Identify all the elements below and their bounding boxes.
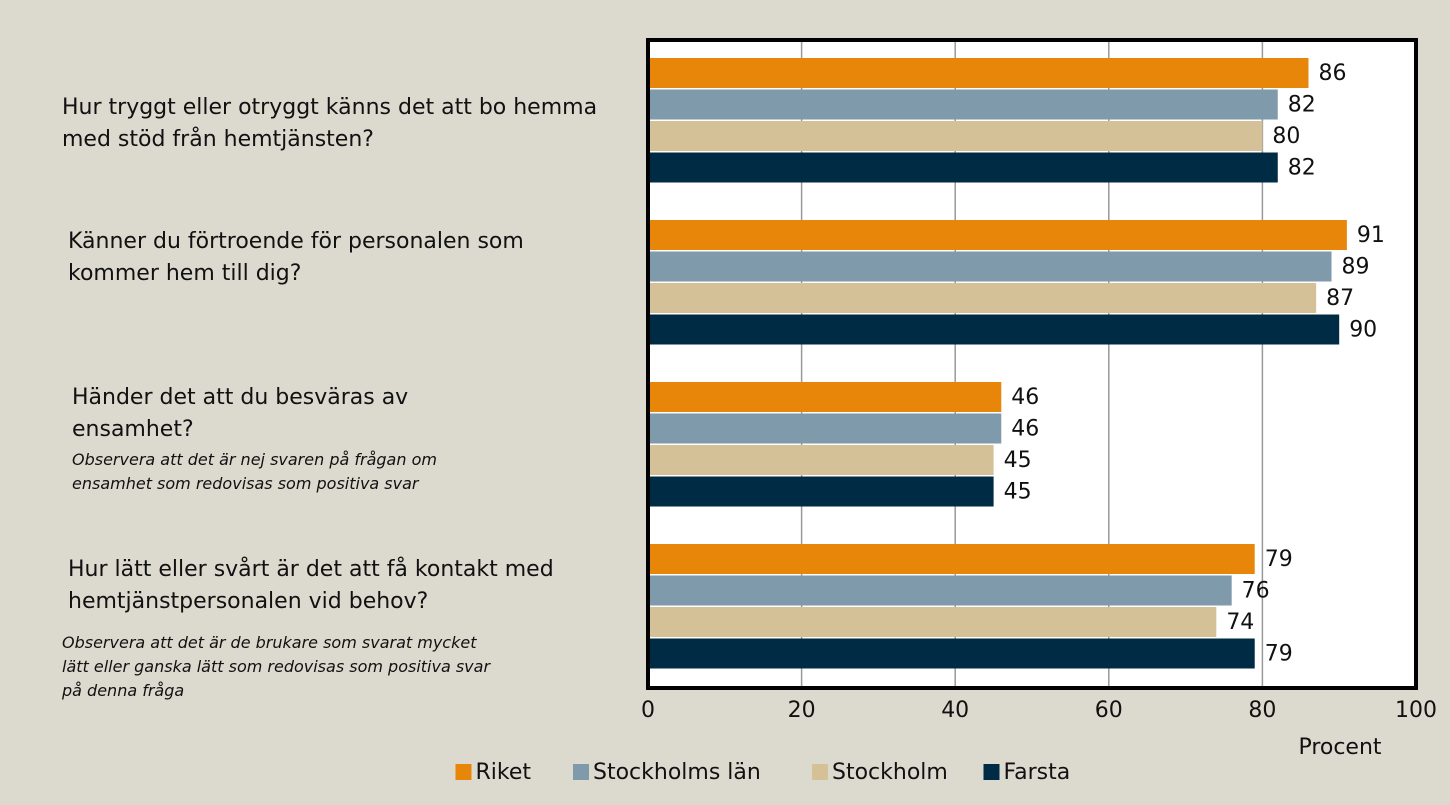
bar bbox=[648, 544, 1255, 574]
value-label: 74 bbox=[1226, 610, 1254, 635]
x-tick-label: 20 bbox=[788, 698, 816, 723]
legend-swatch bbox=[455, 764, 472, 780]
value-label: 79 bbox=[1265, 547, 1293, 572]
value-label: 86 bbox=[1318, 61, 1346, 86]
category-label: Hur tryggt eller otryggt känns det att b… bbox=[62, 95, 598, 152]
bar bbox=[648, 382, 1002, 412]
value-label: 89 bbox=[1342, 254, 1370, 279]
value-label: 90 bbox=[1349, 317, 1377, 342]
bar bbox=[648, 283, 1317, 313]
value-label: 79 bbox=[1265, 641, 1293, 666]
bar bbox=[648, 476, 994, 507]
x-tick-label: 80 bbox=[1248, 698, 1276, 723]
bar bbox=[648, 413, 1002, 444]
x-tick-label: 100 bbox=[1395, 698, 1437, 723]
annotation: på denna fråga bbox=[62, 681, 185, 700]
bar bbox=[648, 251, 1332, 282]
value-label: 46 bbox=[1011, 385, 1039, 410]
value-label: 76 bbox=[1242, 578, 1270, 603]
bar bbox=[648, 121, 1263, 151]
category-label: Händer det att du besväras av ensamhet? bbox=[72, 385, 409, 442]
legend-label: Farsta bbox=[1004, 760, 1071, 785]
bar bbox=[648, 638, 1255, 669]
bar bbox=[648, 220, 1347, 250]
category-label: Känner du förtroende för personalen som … bbox=[68, 229, 524, 286]
value-label: 82 bbox=[1288, 155, 1316, 180]
plot-border bbox=[646, 38, 1418, 690]
bar bbox=[648, 445, 994, 475]
value-label: 87 bbox=[1326, 286, 1354, 311]
value-label: 45 bbox=[1004, 479, 1032, 504]
legend-swatch bbox=[573, 764, 589, 780]
bar bbox=[648, 607, 1217, 637]
annotation: ensamhet som redovisas som positiva svar bbox=[72, 474, 419, 493]
x-tick-label: 0 bbox=[641, 698, 655, 723]
legend-label: Riket bbox=[476, 760, 532, 785]
x-tick-label: 40 bbox=[941, 698, 969, 723]
category-label: Hur lätt eller svårt är det att få konta… bbox=[68, 557, 554, 614]
value-label: 82 bbox=[1288, 92, 1316, 117]
legend-swatch bbox=[983, 764, 1000, 780]
bar bbox=[648, 58, 1309, 88]
x-tick-label: 60 bbox=[1095, 698, 1123, 723]
value-label: 46 bbox=[1011, 416, 1039, 441]
annotation: lätt eller ganska lätt som redovisas som… bbox=[62, 657, 491, 676]
bar bbox=[648, 314, 1340, 345]
legend-swatch bbox=[812, 764, 828, 780]
bar bbox=[648, 152, 1278, 183]
value-label: 91 bbox=[1357, 223, 1385, 248]
annotation: Observera att det är nej svaren på fråga… bbox=[72, 450, 437, 469]
annotation: Observera att det är de brukare som svar… bbox=[62, 633, 477, 652]
value-label: 80 bbox=[1272, 124, 1300, 149]
bar bbox=[648, 89, 1278, 120]
bar bbox=[648, 575, 1232, 606]
x-axis-label: Procent bbox=[1298, 735, 1381, 760]
value-label: 45 bbox=[1004, 448, 1032, 473]
legend-label: Stockholms län bbox=[593, 760, 761, 785]
legend-label: Stockholm bbox=[832, 760, 948, 785]
